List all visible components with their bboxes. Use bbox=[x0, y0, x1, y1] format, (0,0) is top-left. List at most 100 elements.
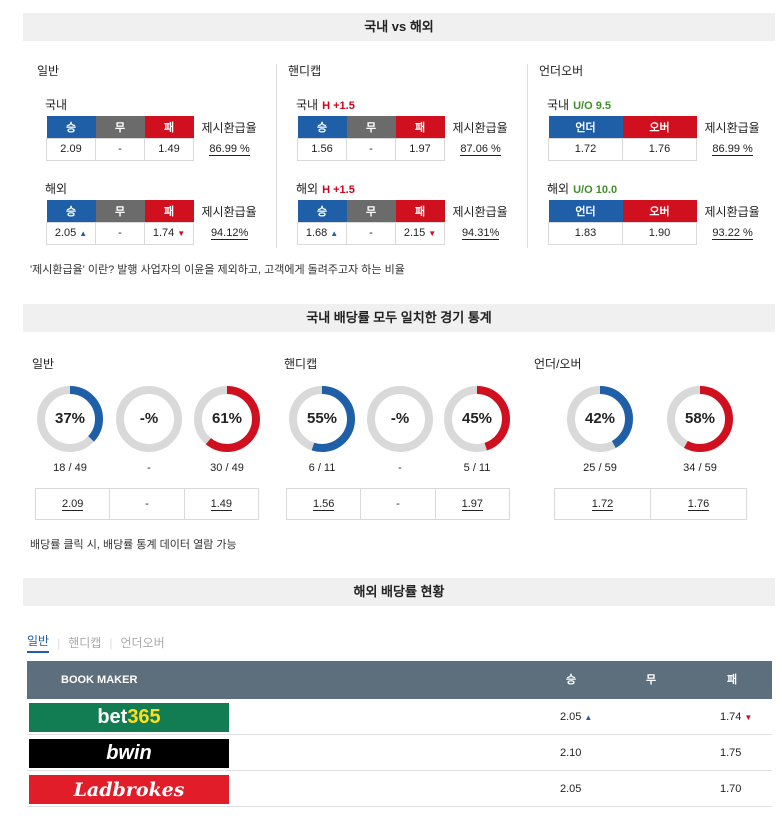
domestic-label: 국내 bbox=[45, 98, 68, 112]
rate-label: 제시환급율 bbox=[452, 120, 508, 135]
arrow-up-icon: ▲ bbox=[79, 229, 88, 238]
column-title: 핸디캡 bbox=[288, 64, 322, 78]
bookmaker-header: BOOK MAKER bbox=[61, 674, 138, 686]
column-divider bbox=[527, 64, 528, 248]
donut-count: 25 / 59 bbox=[583, 462, 617, 474]
under-header: 언더 bbox=[548, 116, 623, 138]
win-odds: 2.09 bbox=[46, 137, 96, 161]
lose-header: 패 bbox=[727, 674, 738, 686]
donut-percent-label: -% bbox=[390, 410, 410, 427]
win-odds-link[interactable]: 2.09 bbox=[36, 489, 111, 519]
ladbrokes-logo: Ladbrokes bbox=[29, 775, 229, 804]
draw-header: 무 bbox=[646, 674, 657, 686]
stat-donut: 55% bbox=[287, 384, 357, 454]
donut-chart bbox=[194, 386, 260, 452]
payout-rate-note: '제시환급율' 이란? 발행 사업자의 이윤을 제외하고, 고객에게 돌려주고자… bbox=[30, 264, 405, 276]
donut-arc bbox=[567, 386, 633, 452]
stat-donut: 42% bbox=[565, 384, 635, 454]
donut-percent-label: 37% bbox=[54, 410, 86, 427]
payout-rate: 93.22 % bbox=[712, 227, 753, 240]
odds-click-note: 배당률 클릭 시, 배당률 통계 데이터 열람 가능 bbox=[30, 539, 237, 551]
draw-odds-cell: - bbox=[110, 489, 185, 519]
domestic-handicap-odds-table: 승 무 패 제시환급율 1.56 - 1.97 87.06 % bbox=[297, 116, 509, 161]
handicap-value: H +1.5 bbox=[322, 100, 355, 112]
stat-donut: 37% bbox=[35, 384, 105, 454]
over-odds: 1.90 bbox=[622, 221, 697, 245]
donut-percent-label: -% bbox=[139, 410, 159, 427]
lose-odds-link[interactable]: 1.49 bbox=[210, 498, 233, 511]
general-matched-odds-table: 2.09 - 1.49 bbox=[35, 488, 259, 520]
arrow-down-icon: ▼ bbox=[177, 229, 186, 238]
under-odds-link[interactable]: 1.72 bbox=[555, 489, 651, 519]
overseas-handicap-odds-table: 승 무 패 제시환급율 1.68 ▲ - 2.15 ▼ 94.31% bbox=[297, 200, 509, 245]
tab-under-over[interactable]: 언더오버 bbox=[120, 636, 165, 650]
line-value: U/O 9.5 bbox=[573, 100, 611, 112]
win-odds: 1.56 bbox=[297, 137, 347, 161]
bookmaker-name: Ladbrokes bbox=[73, 778, 185, 801]
bookmaker-row-bwin: bwin 2.10 1.75 bbox=[27, 736, 772, 771]
domestic-label: 국내 U/O 9.5 bbox=[547, 98, 611, 112]
over-odds-link[interactable]: 1.76 bbox=[687, 498, 710, 511]
bookmaker-row-ladbrokes: Ladbrokes 2.05 1.70 bbox=[27, 772, 772, 807]
column-divider bbox=[276, 64, 277, 248]
handicap-odds-column: 핸디캡 국내 H +1.5 승 무 패 제시환급율 1.56 - 1.97 87.… bbox=[288, 62, 518, 252]
donut-arc bbox=[444, 386, 510, 452]
donut-count: 30 / 49 bbox=[210, 462, 244, 474]
general-odds-column: 일반 국내 승 무 패 제시환급율 2.09 - 1.49 86.99 % 해외… bbox=[37, 62, 267, 252]
section-title-overseas-odds: 해외 배당률 현황 bbox=[23, 578, 775, 606]
win-odds: 1.68 ▲ bbox=[297, 221, 347, 245]
arrow-down-icon: ▼ bbox=[428, 229, 437, 238]
arrow-up-icon: ▲ bbox=[330, 229, 339, 238]
lose-odds-link[interactable]: 1.97 bbox=[461, 498, 484, 511]
win-odds: 2.05 ▲ bbox=[560, 711, 593, 723]
donut-chart bbox=[289, 386, 355, 452]
donut-chart bbox=[567, 386, 633, 452]
overseas-label: 해외 bbox=[45, 182, 68, 196]
rate-label: 제시환급율 bbox=[201, 120, 257, 135]
tab-general[interactable]: 일반 bbox=[27, 632, 50, 653]
under-odds: 1.83 bbox=[548, 221, 623, 245]
over-header: 오버 bbox=[622, 116, 697, 138]
bwin-logo: bwin bbox=[29, 739, 229, 768]
lose-header: 패 bbox=[395, 116, 445, 138]
donut-arc bbox=[37, 386, 103, 452]
draw-odds: - bbox=[346, 221, 396, 245]
donut-count: - bbox=[398, 462, 402, 474]
draw-header: 무 bbox=[95, 200, 145, 222]
win-header: 승 bbox=[297, 116, 347, 138]
under-odds: 1.72 bbox=[548, 137, 623, 161]
handicap-matched-odds-table: 1.56 - 1.97 bbox=[286, 488, 510, 520]
lose-odds: 1.74 ▼ bbox=[720, 711, 753, 723]
donut-chart bbox=[367, 386, 433, 452]
payout-rate: 86.99 % bbox=[209, 143, 250, 156]
donut-chart bbox=[37, 386, 103, 452]
tab-handicap[interactable]: 핸디캡 bbox=[68, 636, 102, 650]
donut-count: 18 / 49 bbox=[53, 462, 87, 474]
handicap-value: H +1.5 bbox=[322, 184, 355, 196]
donut-chart bbox=[116, 386, 182, 452]
odds-type-tabs: 일반 | 핸디캡 | 언더오버 bbox=[27, 632, 165, 653]
bookmaker-name: bet365 bbox=[97, 706, 161, 728]
payout-rate: 86.99 % bbox=[712, 143, 753, 156]
domestic-general-odds-table: 승 무 패 제시환급율 2.09 - 1.49 86.99 % bbox=[46, 116, 258, 161]
rate-label: 제시환급율 bbox=[452, 204, 508, 219]
donut-track bbox=[116, 386, 182, 452]
win-odds-link[interactable]: 1.56 bbox=[287, 489, 362, 519]
payout-rate: 94.12% bbox=[210, 227, 249, 240]
rate-label: 제시환급율 bbox=[704, 204, 760, 219]
draw-odds: - bbox=[95, 221, 145, 245]
over-header: 오버 bbox=[622, 200, 697, 222]
bookmaker-row-bet365: bet365 2.05 ▲ 1.74 ▼ bbox=[27, 700, 772, 735]
win-header: 승 bbox=[46, 200, 96, 222]
draw-header: 무 bbox=[95, 116, 145, 138]
under-over-odds-column: 언더오버 국내 U/O 9.5 언더 오버 제시환급율 1.72 1.76 86.… bbox=[539, 62, 775, 252]
stats-group-title-under-over: 언더/오버 bbox=[534, 357, 582, 371]
section-title-matching-odds-stats: 국내 배당률 모두 일치한 경기 통계 bbox=[23, 304, 775, 332]
donut-percent-label: 61% bbox=[211, 410, 243, 427]
overseas-label: 해외 U/O 10.0 bbox=[547, 182, 618, 196]
stat-donut: 45% bbox=[442, 384, 512, 454]
payout-rate: 94.31% bbox=[461, 227, 500, 240]
rate-label: 제시환급율 bbox=[201, 204, 257, 219]
arrow-down-icon: ▼ bbox=[744, 713, 753, 722]
draw-odds-cell: - bbox=[361, 489, 436, 519]
